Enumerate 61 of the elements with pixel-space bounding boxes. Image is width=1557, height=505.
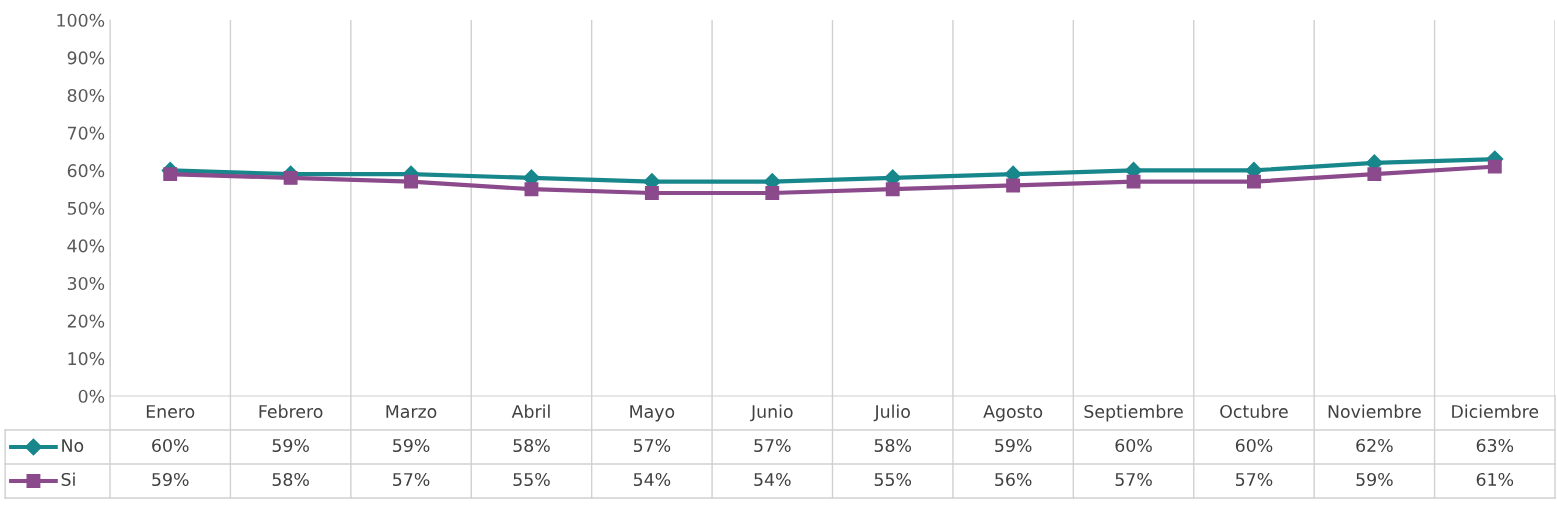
y-tick-label: 40%	[67, 239, 105, 253]
x-tick-label: Septiembre	[1084, 404, 1183, 422]
data-label: 57%	[1115, 472, 1152, 487]
x-tick-label: Octubre	[1220, 404, 1288, 419]
data-label: 61%	[1476, 472, 1514, 487]
point	[404, 174, 418, 189]
point	[644, 186, 659, 200]
x-tick-label: Junio	[750, 404, 793, 422]
data-label: 55%	[874, 472, 912, 487]
data-label: 58%	[513, 438, 550, 453]
x-tick-label: Enero	[146, 405, 195, 419]
data-label: 62%	[1356, 438, 1393, 453]
point	[1487, 159, 1502, 174]
data-label: 60%	[1115, 438, 1152, 453]
legend-label: No	[62, 439, 84, 453]
point	[1247, 174, 1261, 189]
x-tick-label: Abril	[511, 404, 550, 419]
data-label: 54%	[754, 472, 791, 487]
x-tick-label: Julio	[873, 404, 910, 422]
point	[163, 167, 178, 182]
data-label: 57%	[393, 472, 430, 487]
data-label: 59%	[393, 438, 430, 453]
point	[524, 182, 539, 197]
data-label: 60%	[1235, 438, 1273, 453]
y-tick-label: 60%	[67, 164, 105, 178]
data-label: 55%	[513, 472, 550, 487]
y-tick-label: 80%	[67, 88, 105, 103]
y-tick-label: 30%	[67, 276, 105, 291]
data-label: 59%	[152, 472, 189, 487]
data-label: 63%	[1476, 438, 1514, 453]
y-tick-label: 70%	[67, 126, 105, 140]
data-label: 59%	[272, 438, 309, 453]
y-tick-label: 10%	[68, 352, 105, 366]
data-label: 58%	[874, 438, 912, 453]
point	[1006, 178, 1021, 193]
x-tick-label: Marzo	[386, 405, 437, 419]
y-tick-label: 100%	[57, 13, 105, 27]
x-tick-label: Febrero	[259, 404, 323, 419]
legend-label: Si	[61, 472, 75, 487]
data-label: 57%	[1236, 472, 1273, 487]
point	[885, 182, 900, 197]
point	[283, 170, 298, 185]
x-tick-label: Mayo	[630, 405, 675, 422]
point	[1126, 174, 1141, 189]
data-label: 59%	[1356, 472, 1393, 487]
x-tick-label: Agosto	[983, 405, 1043, 422]
data-label: 56%	[995, 472, 1032, 487]
x-tick-label: Noviembre	[1328, 404, 1421, 419]
data-label: 60%	[152, 438, 189, 453]
data-label: 54%	[633, 472, 671, 487]
data-label: 59%	[995, 438, 1032, 453]
data-label: 58%	[272, 472, 309, 487]
data-label: 57%	[633, 438, 671, 453]
y-tick-label: 50%	[67, 201, 105, 215]
y-tick-label: 90%	[67, 51, 105, 65]
y-tick-label: 20%	[67, 314, 105, 328]
data-label: 57%	[754, 438, 791, 453]
point	[765, 186, 780, 200]
y-tick-label: 0%	[78, 389, 105, 403]
x-tick-label: Diciembre	[1452, 404, 1539, 419]
point	[1367, 167, 1382, 182]
